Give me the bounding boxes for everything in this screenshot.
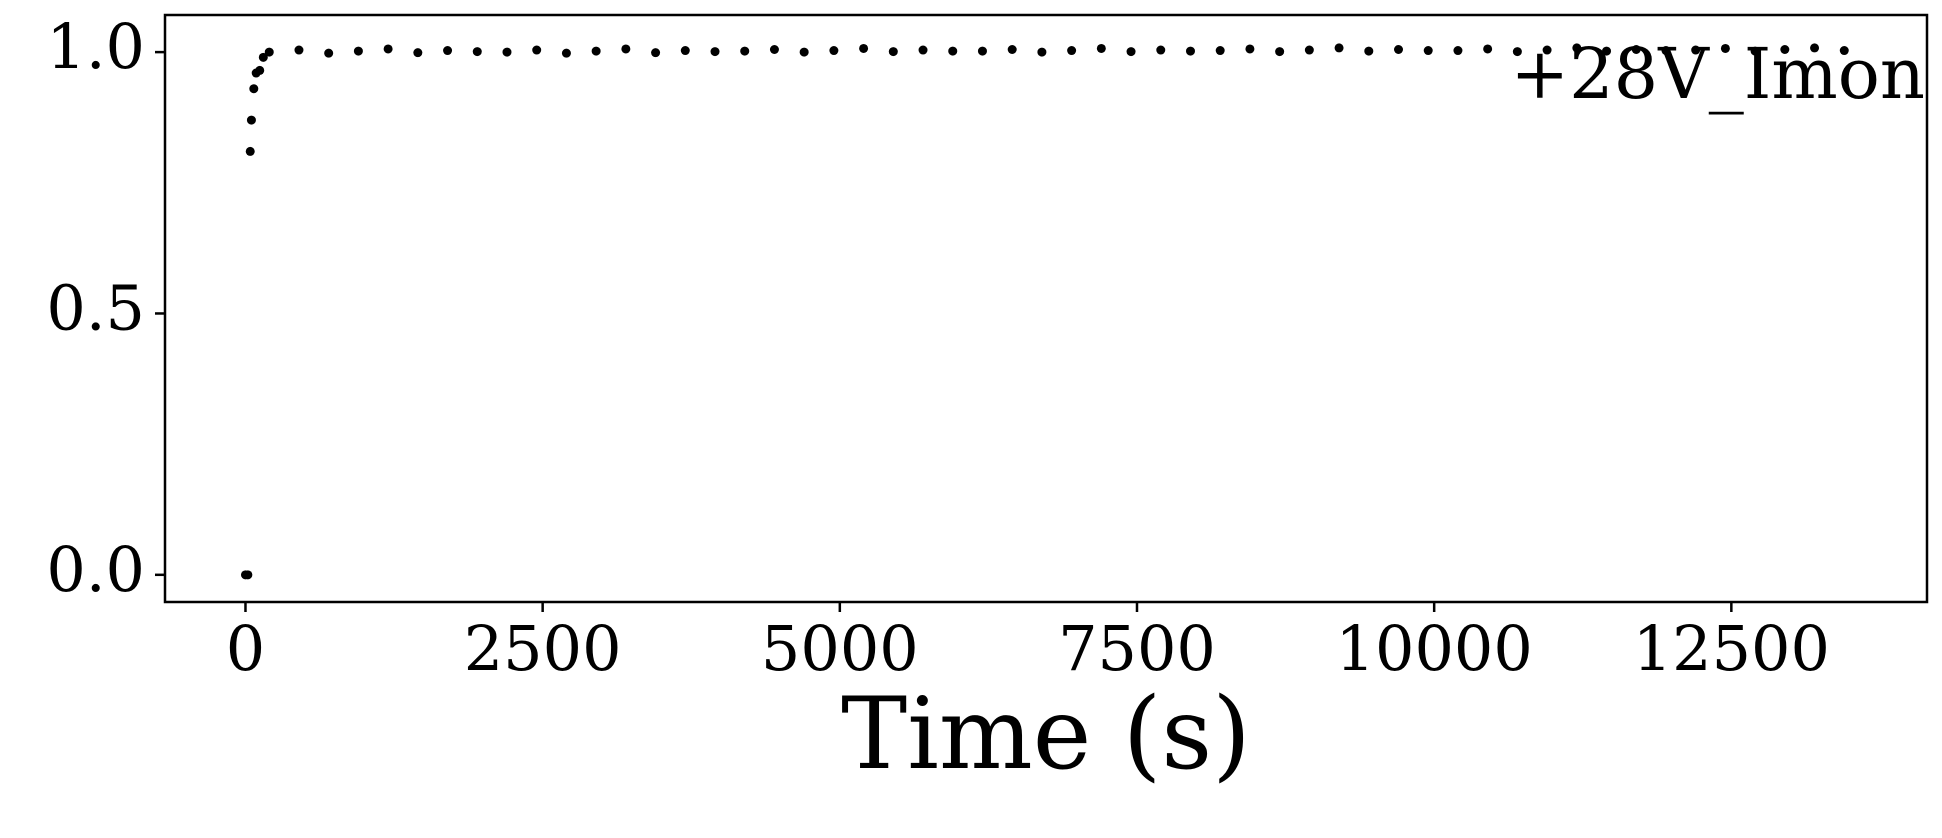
point	[324, 48, 334, 58]
point	[591, 46, 601, 56]
point	[353, 46, 363, 56]
annotation: +28V_Imon	[1510, 33, 1925, 115]
point	[1037, 47, 1047, 57]
plot-frame	[163, 13, 1929, 604]
point	[1602, 46, 1612, 56]
point	[948, 46, 958, 56]
point	[1483, 44, 1493, 54]
point	[1631, 44, 1641, 54]
point	[1750, 46, 1760, 56]
point	[249, 84, 259, 94]
x-tick-label: 12500	[1633, 612, 1830, 685]
point	[264, 47, 274, 57]
point	[651, 48, 661, 58]
point	[245, 146, 255, 156]
point	[888, 47, 898, 57]
point	[1304, 45, 1314, 55]
point	[1185, 46, 1195, 56]
point	[977, 46, 987, 56]
point	[799, 47, 809, 57]
point	[413, 48, 423, 58]
point	[383, 44, 393, 54]
point	[1810, 43, 1820, 53]
point	[532, 45, 542, 55]
y-tick-label: 1.0	[46, 10, 145, 83]
point	[1542, 45, 1552, 55]
point	[680, 46, 690, 56]
point	[258, 52, 268, 62]
y-tick-label: 0.0	[46, 533, 145, 606]
x-tick-label: 2500	[464, 612, 622, 685]
point	[710, 47, 720, 57]
point	[1007, 44, 1017, 54]
point	[1423, 46, 1433, 56]
y-tick-label: 0.5	[46, 272, 145, 345]
point	[1096, 43, 1106, 53]
point	[740, 46, 750, 56]
point	[918, 45, 928, 55]
point	[1275, 47, 1285, 57]
point	[561, 48, 571, 58]
point	[621, 44, 631, 54]
point	[255, 65, 265, 75]
point	[1512, 47, 1522, 57]
point	[1215, 46, 1225, 56]
point	[1364, 46, 1374, 56]
point	[1126, 47, 1136, 57]
x-tick-label: 5000	[761, 612, 919, 685]
point	[1245, 44, 1255, 54]
point	[1839, 46, 1849, 56]
point	[1691, 45, 1701, 55]
point	[829, 46, 839, 56]
point	[443, 46, 453, 56]
point	[1334, 43, 1344, 53]
x-axis-label: Time (s)	[841, 677, 1251, 792]
point	[1067, 46, 1077, 56]
x-tick-label: 0	[226, 612, 265, 685]
x-tick-label: 7500	[1058, 612, 1216, 685]
point	[502, 47, 512, 57]
point	[769, 44, 779, 54]
point	[859, 43, 869, 53]
point	[243, 570, 253, 580]
x-tick-label: 10000	[1336, 612, 1533, 685]
point	[1394, 44, 1404, 54]
point	[1572, 43, 1582, 53]
point	[1156, 45, 1166, 55]
point	[294, 45, 304, 55]
point	[1661, 46, 1671, 56]
point	[1453, 46, 1463, 56]
point	[472, 47, 482, 57]
point	[1780, 44, 1790, 54]
point	[1720, 43, 1730, 53]
point	[246, 115, 256, 125]
